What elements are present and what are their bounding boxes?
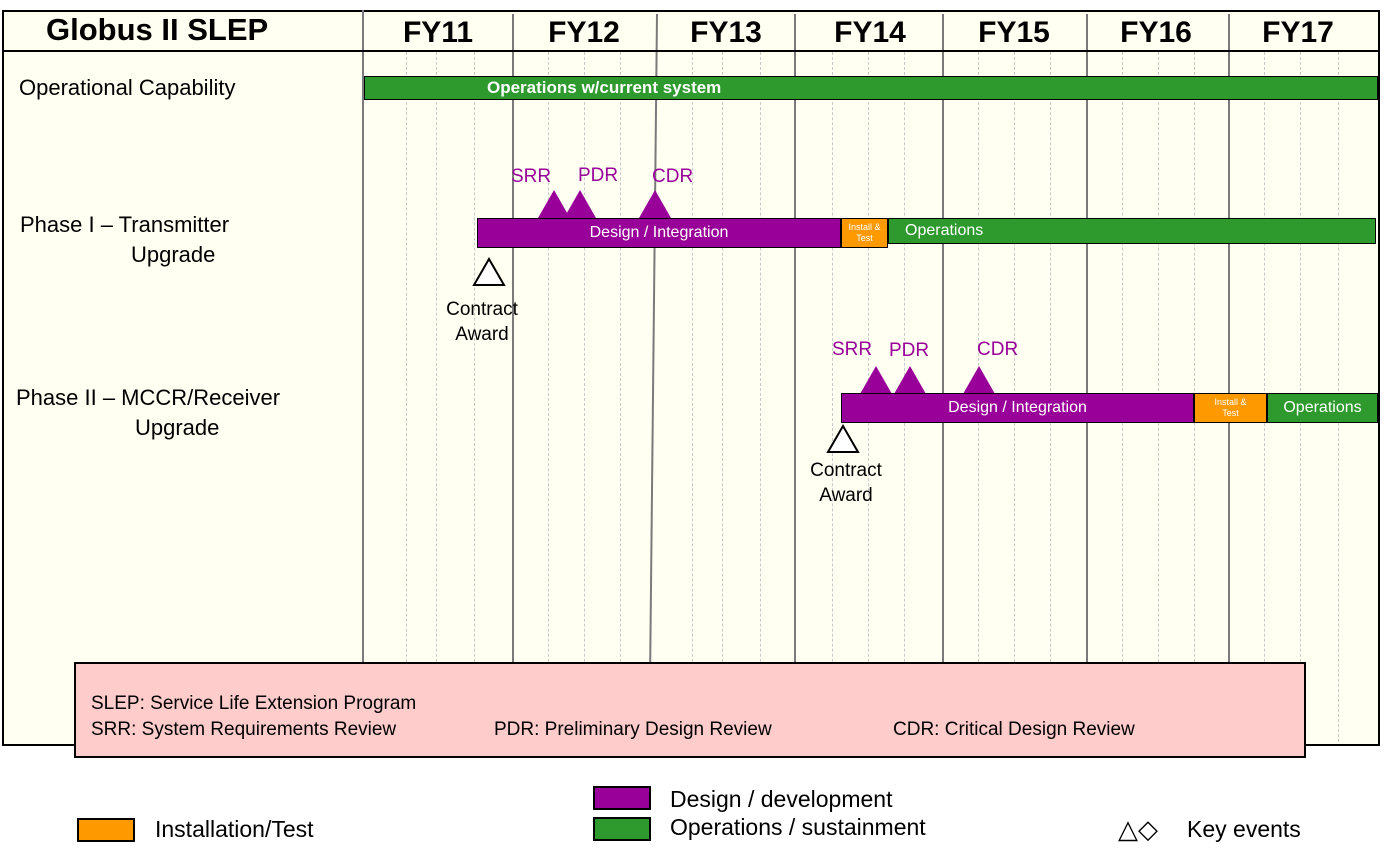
- milestone-label-pdr: PDR: [578, 165, 619, 186]
- grid-line: [760, 52, 761, 742]
- year-header: FY14: [834, 16, 906, 49]
- glossary-box: SLEP: Service Life Extension Program SRR…: [74, 662, 1306, 758]
- row-label-line: Upgrade: [131, 242, 216, 267]
- chart-title: Globus II SLEP: [46, 12, 269, 47]
- year-header: FY15: [978, 16, 1050, 49]
- award-line: Contract: [810, 460, 882, 481]
- award-line: Award: [819, 485, 873, 506]
- bar-operations-phase1: Operations: [888, 218, 1376, 244]
- grid-line: [474, 52, 475, 742]
- grid-line: [436, 52, 437, 742]
- grid-line: [692, 52, 693, 742]
- bar-label: Test: [856, 233, 873, 243]
- award-line: Award: [455, 324, 509, 345]
- bar-operations-current: Operations w/current system: [364, 76, 1378, 100]
- legend-label-installation: Installation/Test: [155, 816, 314, 842]
- contract-award-label-phase1: Contract Award: [432, 297, 532, 347]
- grid-line: [722, 52, 723, 742]
- bar-install-test-phase2: Install & Test: [1194, 393, 1267, 423]
- bar-label: Design / Integration: [948, 399, 1087, 416]
- chart-frame: [2, 10, 1380, 746]
- grid-line: [832, 52, 833, 742]
- year-header: FY11: [402, 16, 474, 49]
- bar-install-test-phase1: Install & Test: [841, 218, 888, 248]
- bar-label: Operations: [905, 222, 984, 239]
- bar-design-integration-phase2: Design / Integration: [841, 393, 1194, 423]
- milestone-srr-marker: [860, 366, 892, 394]
- bar-operations-phase2: Operations: [1267, 393, 1378, 423]
- milestone-cdr-marker: [963, 366, 995, 394]
- bar-label: Design / Integration: [589, 224, 729, 241]
- grid-line: [584, 52, 585, 742]
- year-header: FY17: [1262, 16, 1334, 49]
- award-line: Contract: [446, 299, 518, 320]
- legend-label-key-events: Key events: [1187, 816, 1301, 842]
- contract-award-triangle-icon: [472, 257, 506, 286]
- grid-line: [406, 52, 407, 742]
- row-label-line: Phase II – MCCR/Receiver: [16, 385, 281, 410]
- milestone-label-cdr: CDR: [652, 166, 694, 187]
- bar-label: Install &: [1214, 397, 1247, 407]
- bar-label: Install &: [848, 222, 881, 232]
- legend-swatch-operations: [593, 817, 651, 841]
- milestone-label-srr: SRR: [511, 166, 552, 187]
- row-label-line: Phase I – Transmitter: [20, 212, 230, 237]
- contract-award-label-phase2: Contract Award: [796, 458, 896, 508]
- year-divider: [794, 14, 796, 664]
- grid-line: [620, 52, 621, 742]
- header-divider: [2, 50, 1380, 52]
- year-divider: [942, 14, 944, 664]
- legend-swatch-installation: [77, 818, 135, 842]
- milestone-pdr-marker: [564, 190, 596, 218]
- milestone-label-pdr: PDR: [889, 340, 930, 361]
- year-header: FY13: [690, 16, 762, 49]
- glossary-pdr: PDR: Preliminary Design Review: [494, 719, 772, 740]
- key-events-symbol-icon: △◇: [1118, 814, 1158, 844]
- milestone-cdr-marker: [639, 190, 671, 218]
- glossary-slep: SLEP: Service Life Extension Program: [91, 693, 417, 714]
- legend-label-operations: Operations / sustainment: [670, 814, 926, 840]
- row-label-operational: Operational Capability: [19, 75, 236, 100]
- row-label-phase1: Phase I – Transmitter Upgrade: [20, 210, 229, 270]
- bar-label: Operations: [1283, 399, 1362, 416]
- label-column-divider: [362, 10, 364, 664]
- glossary-cdr: CDR: Critical Design Review: [893, 719, 1135, 740]
- year-divider: [1086, 14, 1088, 664]
- bar-label: Operations w/current system: [487, 78, 722, 97]
- milestone-label-srr: SRR: [832, 339, 873, 360]
- row-label-phase2: Phase II – MCCR/Receiver Upgrade: [16, 383, 280, 443]
- year-header: FY12: [548, 16, 620, 49]
- milestone-pdr-marker: [894, 366, 926, 394]
- legend-label-design: Design / development: [670, 786, 893, 812]
- row-label-line: Upgrade: [135, 415, 220, 440]
- year-divider: [512, 14, 514, 664]
- milestone-label-cdr: CDR: [977, 339, 1019, 360]
- grid-line: [548, 52, 549, 742]
- bar-label: Test: [1222, 408, 1239, 418]
- bar-design-integration-phase1: Design / Integration: [477, 218, 841, 248]
- year-header: FY16: [1120, 16, 1192, 49]
- legend-swatch-design: [593, 786, 651, 810]
- contract-award-triangle-icon: [826, 424, 860, 453]
- glossary-srr: SRR: System Requirements Review: [91, 719, 397, 740]
- year-divider: [1228, 14, 1230, 664]
